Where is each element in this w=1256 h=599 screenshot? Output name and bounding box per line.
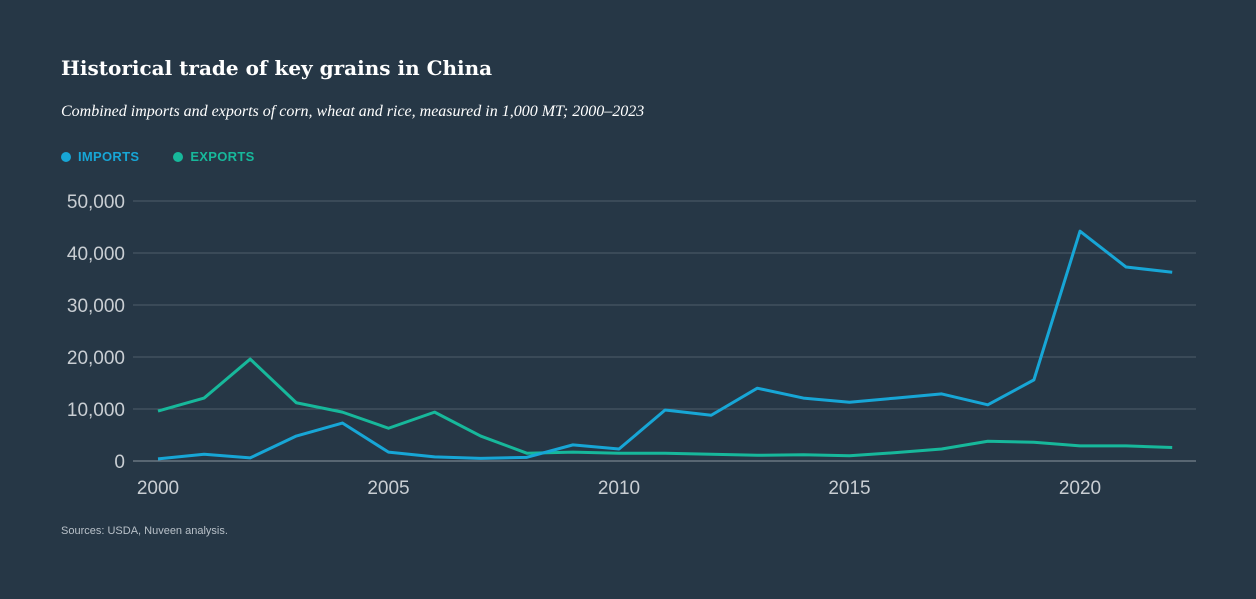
legend: IMPORTS EXPORTS <box>61 149 255 164</box>
chart-title: Historical trade of key grains in China <box>61 56 493 80</box>
legend-item-exports: EXPORTS <box>173 149 254 164</box>
x-tick-label: 2015 <box>828 478 870 499</box>
x-tick-label: 2020 <box>1059 478 1101 499</box>
y-tick-label: 10,000 <box>67 400 125 421</box>
legend-item-imports: IMPORTS <box>61 149 139 164</box>
x-tick-label: 2005 <box>367 478 409 499</box>
chart-subtitle: Combined imports and exports of corn, wh… <box>61 103 645 120</box>
legend-label-imports: IMPORTS <box>78 149 140 164</box>
x-tick-label: 2010 <box>598 478 640 499</box>
series-line-exports <box>157 357 1173 458</box>
legend-label-exports: EXPORTS <box>190 149 255 164</box>
y-tick-label: 30,000 <box>67 296 125 317</box>
y-tick-label: 20,000 <box>67 348 125 369</box>
y-tick-label: 40,000 <box>67 244 125 265</box>
source-note: Sources: USDA, Nuveen analysis. <box>61 525 228 537</box>
x-tick-label: 2000 <box>137 478 179 499</box>
y-tick-label: 50,000 <box>67 192 125 213</box>
legend-dot-exports <box>173 151 184 162</box>
series-line-imports <box>157 229 1173 461</box>
legend-dot-imports <box>61 151 71 162</box>
y-tick-label: 0 <box>114 452 125 473</box>
